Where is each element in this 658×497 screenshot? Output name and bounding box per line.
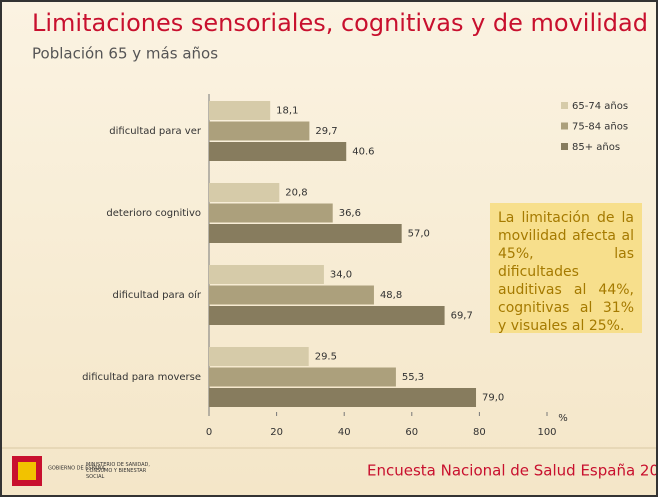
value-label: 40.6 bbox=[352, 147, 374, 158]
bar bbox=[209, 142, 347, 161]
bar bbox=[209, 203, 333, 223]
value-label: 20,8 bbox=[285, 188, 307, 199]
x-unit: % bbox=[558, 413, 568, 424]
footer: Encuesta Nacional de Salud España 2017 bbox=[367, 462, 656, 480]
x-tick-label: 20 bbox=[270, 427, 283, 438]
value-label: 29,7 bbox=[315, 126, 337, 137]
annotation: La limitación de la movilidad afecta al … bbox=[490, 203, 642, 334]
bar bbox=[209, 101, 271, 120]
value-label: 55,3 bbox=[402, 372, 424, 383]
x-tick-label: 0 bbox=[206, 427, 212, 438]
value-label: 69,7 bbox=[451, 311, 473, 322]
legend-swatch bbox=[561, 102, 568, 109]
x-tick-label: 60 bbox=[405, 427, 418, 438]
y-tick-label: dificultad para ver bbox=[109, 126, 202, 137]
bar bbox=[209, 265, 324, 284]
bar bbox=[209, 347, 309, 366]
bar bbox=[209, 306, 445, 325]
chart-subtitle: Población 65 y más años bbox=[32, 45, 218, 63]
logo-ministry-box: MINISTERIO DE SANIDAD, CONSUMO Y BIENEST… bbox=[86, 462, 150, 480]
x-tick-label: 80 bbox=[473, 427, 486, 438]
logo-ministry: MINISTERIO DE SANIDAD, CONSUMO Y BIENEST… bbox=[86, 462, 150, 480]
legend-swatch bbox=[561, 122, 568, 130]
value-label: 48,8 bbox=[380, 290, 402, 301]
chart-title: Limitaciones sensoriales, cognitivas y d… bbox=[32, 9, 648, 37]
y-tick-label: dificultad para moverse bbox=[82, 372, 201, 383]
legend-label: 75-84 años bbox=[572, 122, 628, 133]
logo-government: GOBIERNO DE ESPAÑA bbox=[48, 465, 105, 472]
x-tick-label: 40 bbox=[338, 427, 351, 438]
value-label: 18,1 bbox=[276, 106, 298, 117]
bar bbox=[209, 121, 310, 141]
bar bbox=[209, 183, 280, 202]
value-label: 34,0 bbox=[330, 270, 352, 281]
logo-shield-inner bbox=[18, 462, 36, 480]
value-label: 57,0 bbox=[408, 229, 430, 240]
bar bbox=[209, 285, 374, 305]
bar bbox=[209, 367, 396, 387]
bar bbox=[209, 388, 477, 407]
legend-label: 85+ años bbox=[572, 142, 620, 153]
value-label: 79,0 bbox=[482, 393, 504, 404]
y-tick-label: dificultad para oír bbox=[112, 289, 201, 301]
x-tick-label: 100 bbox=[537, 427, 556, 438]
y-tick-label: deterioro cognitivo bbox=[106, 208, 201, 219]
value-label: 36,6 bbox=[339, 208, 361, 219]
bar bbox=[209, 224, 402, 243]
legend-swatch bbox=[561, 143, 568, 150]
legend-label: 65-74 años bbox=[572, 101, 628, 112]
value-label: 29.5 bbox=[315, 352, 337, 363]
